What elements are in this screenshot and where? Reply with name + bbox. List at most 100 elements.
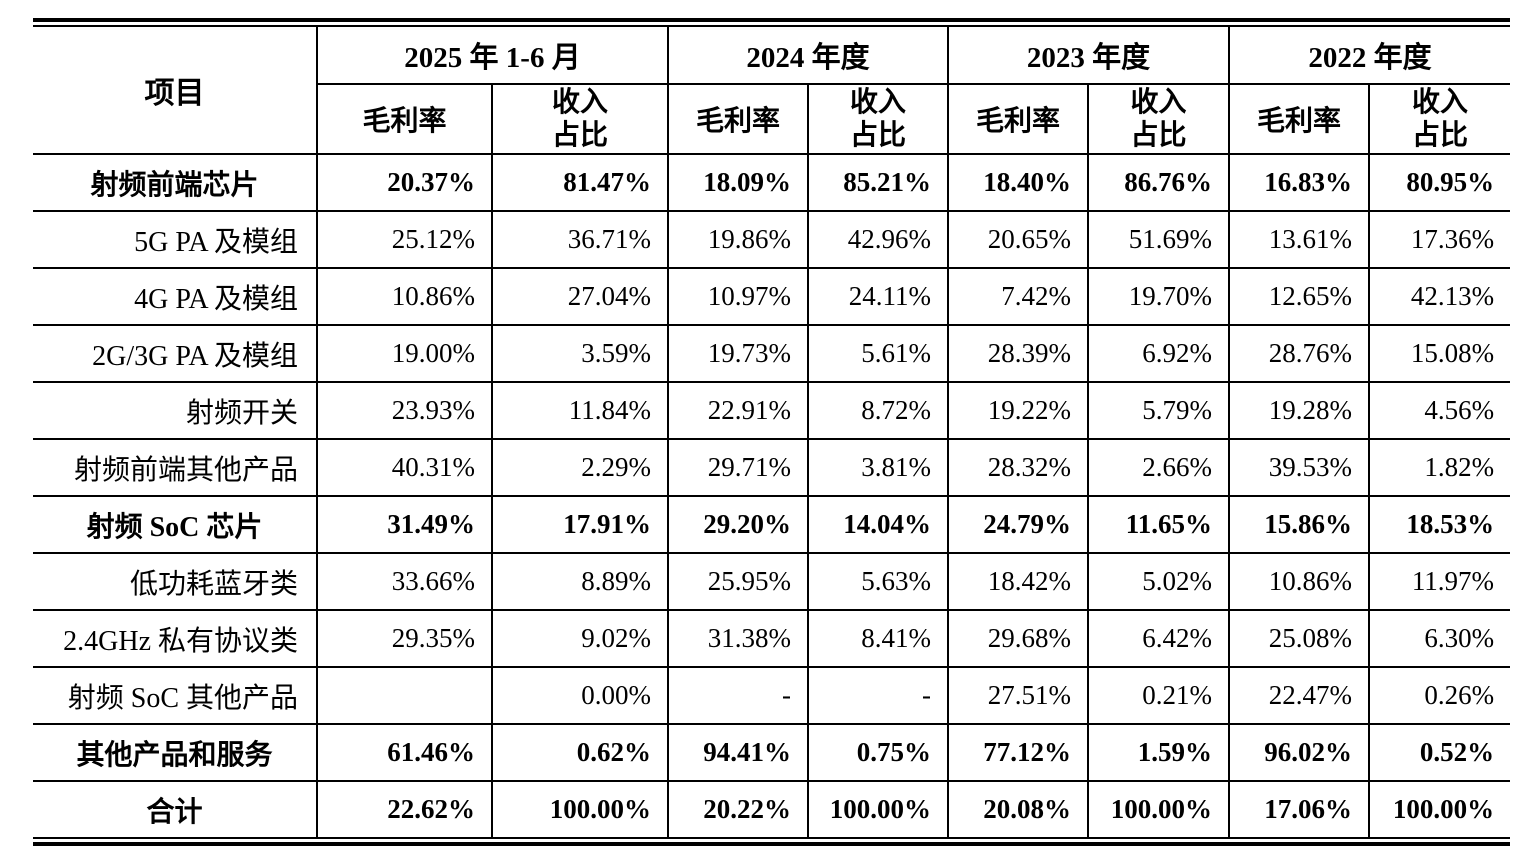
value-cell: 6.92% (1087, 324, 1231, 384)
value-cell: - (667, 666, 810, 726)
column-header-gross-margin: 毛利率 (1228, 82, 1371, 156)
value-cell: 27.04% (490, 267, 670, 327)
value-cell: 36.71% (490, 210, 670, 270)
value-cell: 20.08% (947, 780, 1090, 838)
value-cell: 0.26% (1368, 666, 1511, 726)
value-cell: 4.56% (1368, 381, 1511, 441)
table-row: 2G/3G PA 及模组 19.00% 3.59% 19.73% 5.61% 28.39%… (33, 324, 1511, 384)
value-cell: 8.72% (807, 381, 950, 441)
column-header-item: 项目 (33, 27, 318, 156)
value-cell: 19.86% (667, 210, 810, 270)
row-label: 射频前端其他产品 (33, 438, 318, 498)
value-cell: 27.51% (947, 666, 1090, 726)
value-cell: 81.47% (490, 153, 670, 213)
value-cell: 24.79% (947, 495, 1090, 555)
value-cell: 18.40% (947, 153, 1090, 213)
value-cell: 20.22% (667, 780, 810, 838)
value-cell: 22.62% (316, 780, 493, 838)
value-cell: 100.00% (807, 780, 950, 838)
column-header-period-2024: 2024 年度 (667, 27, 950, 85)
value-cell: 29.71% (667, 438, 810, 498)
value-cell: 9.02% (490, 609, 670, 669)
table-row: 射频 SoC 其他产品 0.00% - -27.51% 0.21% 22.47% 0.26% (33, 666, 1511, 726)
value-cell: 77.12% (947, 723, 1090, 783)
row-label: 5G PA 及模组 (33, 210, 318, 270)
value-cell: 3.59% (490, 324, 670, 384)
column-header-gross-margin: 毛利率 (947, 82, 1090, 156)
value-cell: 17.36% (1368, 210, 1511, 270)
value-cell: 10.86% (1228, 552, 1371, 612)
value-cell: 100.00% (1368, 780, 1511, 838)
value-cell: 29.20% (667, 495, 810, 555)
value-cell: 96.02% (1228, 723, 1371, 783)
value-cell: 0.62% (490, 723, 670, 783)
value-cell: 51.69% (1087, 210, 1231, 270)
row-label: 射频前端芯片 (33, 153, 318, 213)
value-cell: 39.53% (1228, 438, 1371, 498)
column-header-period-2022: 2022 年度 (1228, 27, 1511, 85)
value-cell: 11.84% (490, 381, 670, 441)
row-label: 其他产品和服务 (33, 723, 318, 783)
row-label: 2.4GHz 私有协议类 (33, 609, 318, 669)
value-cell: 0.75% (807, 723, 950, 783)
value-cell: 100.00% (1087, 780, 1231, 838)
value-cell: 5.63% (807, 552, 950, 612)
value-cell: 33.66% (316, 552, 493, 612)
value-cell: 7.42% (947, 267, 1090, 327)
value-cell: 94.41% (667, 723, 810, 783)
value-cell: 5.79% (1087, 381, 1231, 441)
value-cell: 17.06% (1228, 780, 1371, 838)
value-cell: 16.83% (1228, 153, 1371, 213)
column-header-gross-margin: 毛利率 (317, 82, 493, 156)
value-cell: 1.59% (1087, 723, 1231, 783)
value-cell: 31.38% (667, 609, 810, 669)
value-cell: 1.82% (1368, 438, 1511, 498)
table-row: 射频 SoC 芯片 31.49% 17.91% 29.20% 14.04% 24.79% 1… (33, 495, 1511, 555)
table-row: 低功耗蓝牙类 33.66% 8.89% 25.95% 5.63% 18.42% 5.02% 1… (33, 552, 1511, 612)
value-cell: 12.65% (1228, 267, 1371, 327)
value-cell: 24.11% (807, 267, 950, 327)
table-body: 射频前端芯片 20.37% 81.47% 18.09% 85.21% 18.40% 86.7… (33, 153, 1511, 838)
value-cell: 29.35% (316, 609, 493, 669)
row-label: 合计 (33, 780, 318, 838)
value-cell: 25.08% (1228, 609, 1371, 669)
value-cell: 28.32% (947, 438, 1090, 498)
value-cell: 0.52% (1368, 723, 1511, 783)
value-cell: 22.47% (1228, 666, 1371, 726)
value-cell: 14.04% (807, 495, 950, 555)
period-header-row: 项目 2025 年 1-6 月 2024 年度 2023 年度 2022 年度 (33, 27, 1511, 156)
column-header-revenue-share: 收入 占比 (1368, 82, 1511, 156)
row-label: 4G PA 及模组 (33, 267, 318, 327)
value-cell: 10.97% (667, 267, 810, 327)
value-cell: 15.86% (1228, 495, 1371, 555)
value-cell: 100.00% (490, 780, 670, 838)
value-cell: 8.89% (490, 552, 670, 612)
row-label: 2G/3G PA 及模组 (33, 324, 318, 384)
value-cell: 42.13% (1368, 267, 1511, 327)
value-cell: 18.42% (947, 552, 1090, 612)
value-cell: 19.70% (1087, 267, 1231, 327)
gross-margin-revenue-table: 项目 2025 年 1-6 月 2024 年度 2023 年度 2022 年度 … (33, 18, 1511, 846)
value-cell: - (807, 666, 950, 726)
table-row: 5G PA 及模组 25.12% 36.71% 19.86% 42.96% 20.65% 5… (33, 210, 1511, 270)
value-cell: 19.22% (947, 381, 1090, 441)
value-cell: 0.21% (1087, 666, 1231, 726)
value-cell: 13.61% (1228, 210, 1371, 270)
value-cell: 2.66% (1087, 438, 1231, 498)
value-cell: 23.93% (316, 381, 493, 441)
value-cell: 20.65% (947, 210, 1090, 270)
row-label: 低功耗蓝牙类 (33, 552, 318, 612)
value-cell: 29.68% (947, 609, 1090, 669)
value-cell: 85.21% (807, 153, 950, 213)
row-label: 射频 SoC 芯片 (33, 495, 318, 555)
value-cell: 6.30% (1368, 609, 1511, 669)
value-cell: 40.31% (316, 438, 493, 498)
table-row: 4G PA 及模组 10.86% 27.04% 10.97% 24.11% 7.42% 19… (33, 267, 1511, 327)
value-cell: 25.95% (667, 552, 810, 612)
table-row: 合计 22.62% 100.00% 20.22% 100.00% 20.08% 100.00… (33, 780, 1511, 838)
value-cell: 19.00% (316, 324, 493, 384)
metric-header-row: 毛利率 收入 占比 毛利率 收入 占比 毛利率 收入 占比 毛利率 收入 占比 (33, 82, 1511, 156)
value-cell: 5.02% (1087, 552, 1231, 612)
bottom-rule-thick (33, 842, 1510, 846)
column-header-gross-margin: 毛利率 (667, 82, 810, 156)
